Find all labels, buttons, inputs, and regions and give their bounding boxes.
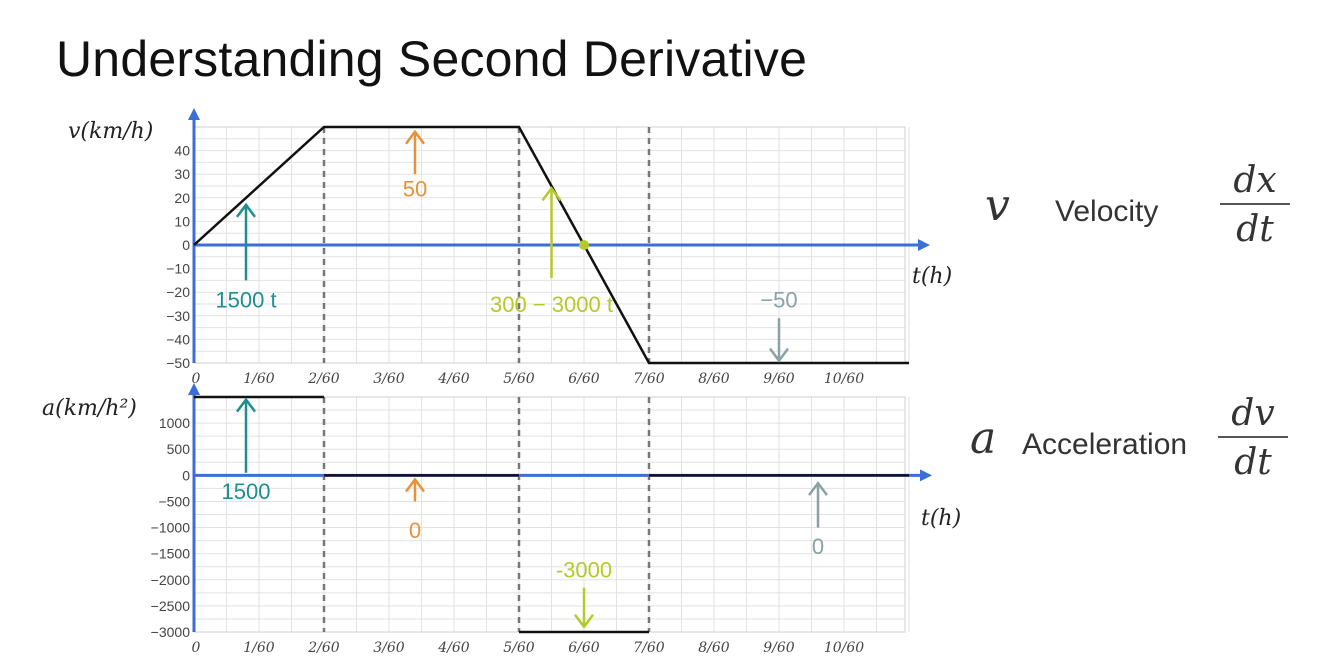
x-tick-label: 0 — [192, 640, 201, 656]
acceleration-legend: a — [970, 413, 996, 464]
x-tick-label: 2/60 — [307, 371, 340, 387]
x-tick-label: 9/60 — [763, 371, 795, 387]
y-tick-label: −20 — [166, 284, 190, 300]
annotation-label: 1500 t — [215, 287, 276, 312]
velocity-fraction-denominator: dt — [1236, 209, 1274, 250]
x-tick-label: 5/60 — [503, 371, 535, 387]
x-tick-label: 1/60 — [243, 640, 275, 656]
y-tick-label: 500 — [167, 441, 191, 457]
velocity-word: Velocity — [1055, 195, 1159, 228]
x-axis-label: t(h) — [921, 506, 961, 531]
y-tick-label: 30 — [174, 166, 190, 182]
y-tick-label: 0 — [182, 237, 190, 253]
y-tick-label: 40 — [174, 143, 190, 159]
annotation-arrowhead — [405, 129, 425, 145]
annotation-label: 0 — [812, 534, 824, 559]
annotation-arrowhead — [769, 347, 789, 363]
annotation-arrowhead — [574, 614, 594, 629]
annotation-arrowhead — [236, 397, 256, 413]
velocity-legend: v — [985, 180, 1010, 231]
x-tick-label: 10/60 — [824, 371, 864, 387]
acceleration-fraction: dv dt — [1218, 393, 1288, 483]
x-tick-label: 10/60 — [824, 640, 864, 656]
annotation-label: -3000 — [556, 557, 612, 582]
annotation-arrowhead — [808, 481, 828, 496]
x-axis-label: t(h) — [912, 264, 952, 289]
x-tick-label: 5/60 — [503, 640, 535, 656]
x-axis-arrowhead — [920, 469, 932, 482]
y-tick-label: −500 — [158, 493, 190, 509]
y-tick-label: −50 — [166, 355, 190, 371]
acceleration-fraction-numerator: dv — [1231, 393, 1275, 434]
annotation-arrowhead — [236, 202, 256, 218]
y-tick-label: −30 — [166, 308, 190, 324]
x-tick-label: 2/60 — [307, 640, 340, 656]
x-tick-label: 4/60 — [437, 640, 470, 656]
x-tick-label: 3/60 — [373, 640, 405, 656]
velocity-fraction: dx dt — [1220, 160, 1290, 250]
annotation-arrowhead — [405, 477, 425, 493]
fraction-bar — [1218, 436, 1288, 438]
y-tick-label: −1500 — [151, 546, 191, 562]
acceleration-fraction-denominator: dt — [1234, 442, 1272, 483]
y-tick-label: 1000 — [159, 415, 190, 431]
x-tick-label: 3/60 — [373, 371, 405, 387]
x-tick-label: 8/60 — [698, 640, 730, 656]
y-tick-label: −1000 — [151, 520, 191, 536]
annotation-arrowhead — [541, 186, 562, 202]
y-tick-label: 0 — [182, 467, 190, 483]
y-axis-label: a(km/h²) — [42, 396, 137, 421]
fraction-bar — [1220, 203, 1290, 205]
y-tick-label: −3000 — [151, 624, 191, 640]
annotation-label: 0 — [409, 518, 421, 543]
y-axis-arrowhead — [188, 108, 200, 120]
x-tick-label: 7/60 — [633, 640, 665, 656]
y-tick-label: −2000 — [151, 572, 191, 588]
y-tick-label: −10 — [166, 261, 190, 277]
x-tick-label: 8/60 — [698, 371, 730, 387]
annotation-label: −50 — [760, 287, 797, 312]
x-tick-label: 6/60 — [568, 640, 600, 656]
acceleration-word: Acceleration — [1022, 428, 1188, 461]
annotation-label: 1500 — [222, 479, 271, 504]
y-tick-label: −40 — [166, 331, 190, 347]
y-tick-label: 20 — [174, 190, 190, 206]
velocity-fraction-numerator: dx — [1233, 160, 1277, 201]
y-axis-arrowhead — [188, 383, 200, 395]
velocity-line — [193, 125, 909, 365]
acceleration-symbol: a — [970, 413, 997, 464]
velocity-symbol: v — [985, 180, 1010, 231]
x-tick-label: 6/60 — [568, 371, 600, 387]
zero-crossing-point — [579, 240, 589, 250]
x-tick-label: 7/60 — [633, 371, 665, 387]
x-tick-label: 4/60 — [437, 371, 470, 387]
x-tick-label: 9/60 — [763, 640, 795, 656]
x-axis-arrowhead — [918, 239, 930, 251]
slide-title: Understanding Second Derivative — [56, 31, 808, 87]
y-tick-label: −2500 — [151, 598, 191, 614]
annotation-label: 300 − 3000 t — [490, 292, 613, 317]
annotation-label: 50 — [403, 176, 427, 201]
x-tick-label: 1/60 — [243, 371, 275, 387]
y-axis-label: v(km/h) — [68, 119, 153, 144]
y-tick-label: 10 — [174, 213, 190, 229]
x-tick-label: 0 — [192, 371, 201, 387]
